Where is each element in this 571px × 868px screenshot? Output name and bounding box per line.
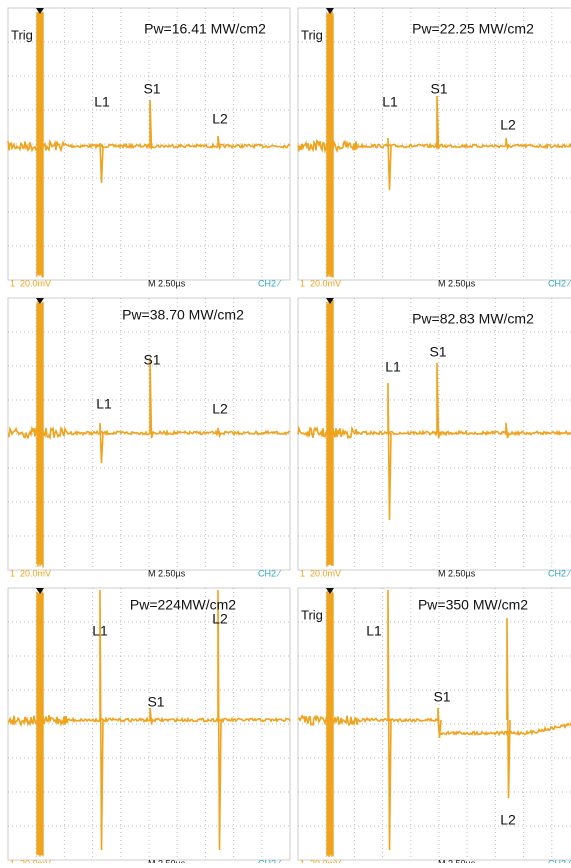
volts-scale: 20.0mV: [310, 568, 341, 578]
peak-label: L2: [212, 611, 228, 627]
channel-marker: 1: [10, 278, 15, 288]
channel-marker: 1: [300, 858, 305, 863]
time-scale: M 2.50µs: [148, 858, 186, 863]
peak-label: L1: [366, 623, 382, 639]
peak-label: S1: [147, 694, 164, 710]
figure: Trig Pw=16.41 MW/cm2 L1 S1 L2 1 20.0mV M 2.50µs…: [0, 0, 571, 863]
time-scale: M 2.50µs: [148, 568, 186, 578]
scope-panel: Pw=38.70 MW/cm2 L1 S1 L2 1 20.0mV M 2.50µs CH2 …: [8, 298, 290, 578]
channel-marker: 1: [10, 858, 15, 863]
ch2-marker: CH2 ⁄: [548, 858, 571, 863]
volts-scale: 20.0mV: [310, 858, 341, 863]
peak-label: S1: [143, 352, 160, 368]
channel-marker: 1: [10, 568, 15, 578]
peak-label: S1: [433, 689, 450, 705]
trig-label: Trig: [301, 607, 323, 622]
volts-scale: 20.0mV: [310, 278, 341, 288]
peak-label: L2: [212, 111, 228, 127]
time-scale: M 2.50µs: [438, 858, 476, 863]
power-title: Pw=16.41 MW/cm2: [144, 21, 266, 37]
scope-panel: Trig Pw=16.41 MW/cm2 L1 S1 L2 1 20.0mV M 2.50µs…: [8, 8, 290, 288]
ch2-marker: CH2 ⁄: [258, 858, 282, 863]
trig-label: Trig: [11, 27, 33, 42]
channel-marker: 1: [300, 568, 305, 578]
peak-label: L1: [92, 623, 108, 639]
scope-panel: Trig Pw=350 MW/cm2 L1 S1 L2 1 20.0mV M 2.50µs CH…: [298, 588, 571, 863]
trig-label: Trig: [301, 27, 323, 42]
power-title: Pw=22.25 MW/cm2: [412, 21, 534, 37]
ch2-marker: CH2 ⁄: [548, 568, 571, 578]
time-scale: M 2.50µs: [438, 278, 476, 288]
scope-panel: Trig Pw=22.25 MW/cm2 L1 S1 L2 1 20.0mV M 2.50µs…: [298, 8, 571, 288]
peak-label: L2: [500, 812, 516, 828]
peak-label: S1: [430, 81, 447, 97]
peak-label: S1: [143, 81, 160, 97]
power-title: Pw=82.83 MW/cm2: [412, 311, 534, 327]
power-title: Pw=38.70 MW/cm2: [122, 307, 244, 323]
page: {"panels": [ {"trig": "Trig", "title": "…: [0, 0, 571, 863]
peak-label: L2: [500, 117, 516, 133]
time-scale: M 2.50µs: [148, 278, 186, 288]
scope-panel: Pw=82.83 MW/cm2 L1 S1 1 20.0mV M 2.50µs CH2 ⁄: [298, 298, 571, 578]
peak-label: L1: [382, 94, 398, 110]
ch2-marker: CH2 ⁄: [548, 278, 571, 288]
volts-scale: 20.0mV: [20, 568, 51, 578]
channel-marker: 1: [300, 278, 305, 288]
time-scale: M 2.50µs: [438, 568, 476, 578]
peak-label: L1: [385, 359, 401, 375]
peak-label: S1: [429, 344, 446, 360]
peak-label: L2: [212, 401, 228, 417]
power-title: Pw=350 MW/cm2: [418, 597, 528, 613]
ch2-marker: CH2 ⁄: [258, 278, 282, 288]
peak-label: L1: [94, 94, 110, 110]
ch2-marker: CH2 ⁄: [258, 568, 282, 578]
volts-scale: 20.0mV: [20, 858, 51, 863]
volts-scale: 20.0mV: [20, 278, 51, 288]
peak-label: L1: [96, 396, 112, 412]
